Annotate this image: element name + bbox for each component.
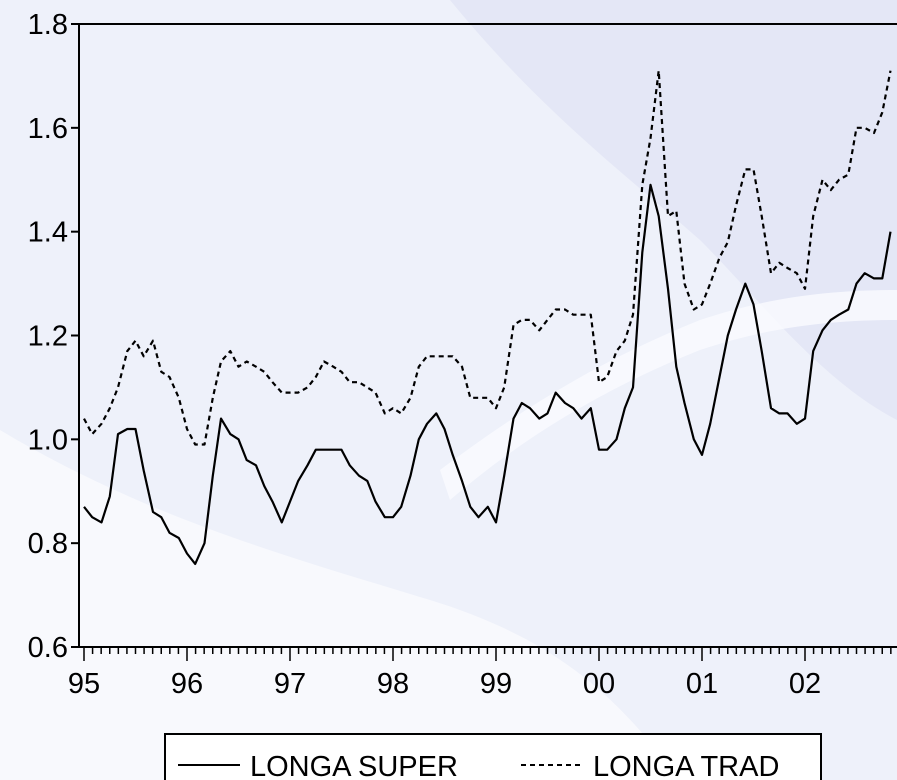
x-axis: 95 96 97 98 99 00 01 02 [68,646,897,700]
y-tick-label: 1.4 [28,217,68,249]
y-tick-label: 0.6 [28,632,68,664]
series-line-longa-trad [83,69,892,446]
legend: LONGA SUPER LONGA TRAD [164,733,822,780]
y-tick-label: 0.8 [28,528,68,560]
x-tick-label: 02 [789,668,821,700]
x-tick-label: 98 [377,668,409,700]
y-tick-label: 1.6 [28,113,68,145]
legend-label-longa-super: LONGA SUPER [250,751,458,780]
series-line-longa-super [83,183,892,565]
y-tick-label: 1.0 [28,424,68,456]
plot-area: 0.6 0.8 1.0 1.2 1.4 1.6 1.8 95 96 97 98 99 00 01 02 [28,9,897,700]
background-light-shape [0,430,680,780]
y-axis: 0.6 0.8 1.0 1.2 1.4 1.6 1.8 [28,9,80,664]
x-tick-label: 95 [68,668,100,700]
series-layer [83,69,892,565]
x-tick-label: 97 [274,668,306,700]
y-tick-label: 1.8 [28,9,68,41]
x-tick-label: 99 [480,668,512,700]
legend-label-longa-trad: LONGA TRAD [593,751,779,780]
background-highlight-streak [440,290,897,500]
legend-box [164,733,822,780]
y-tick-label: 1.2 [28,321,68,353]
x-tick-label: 96 [171,668,203,700]
x-tick-label: 00 [583,668,615,700]
x-tick-label: 01 [686,668,718,700]
